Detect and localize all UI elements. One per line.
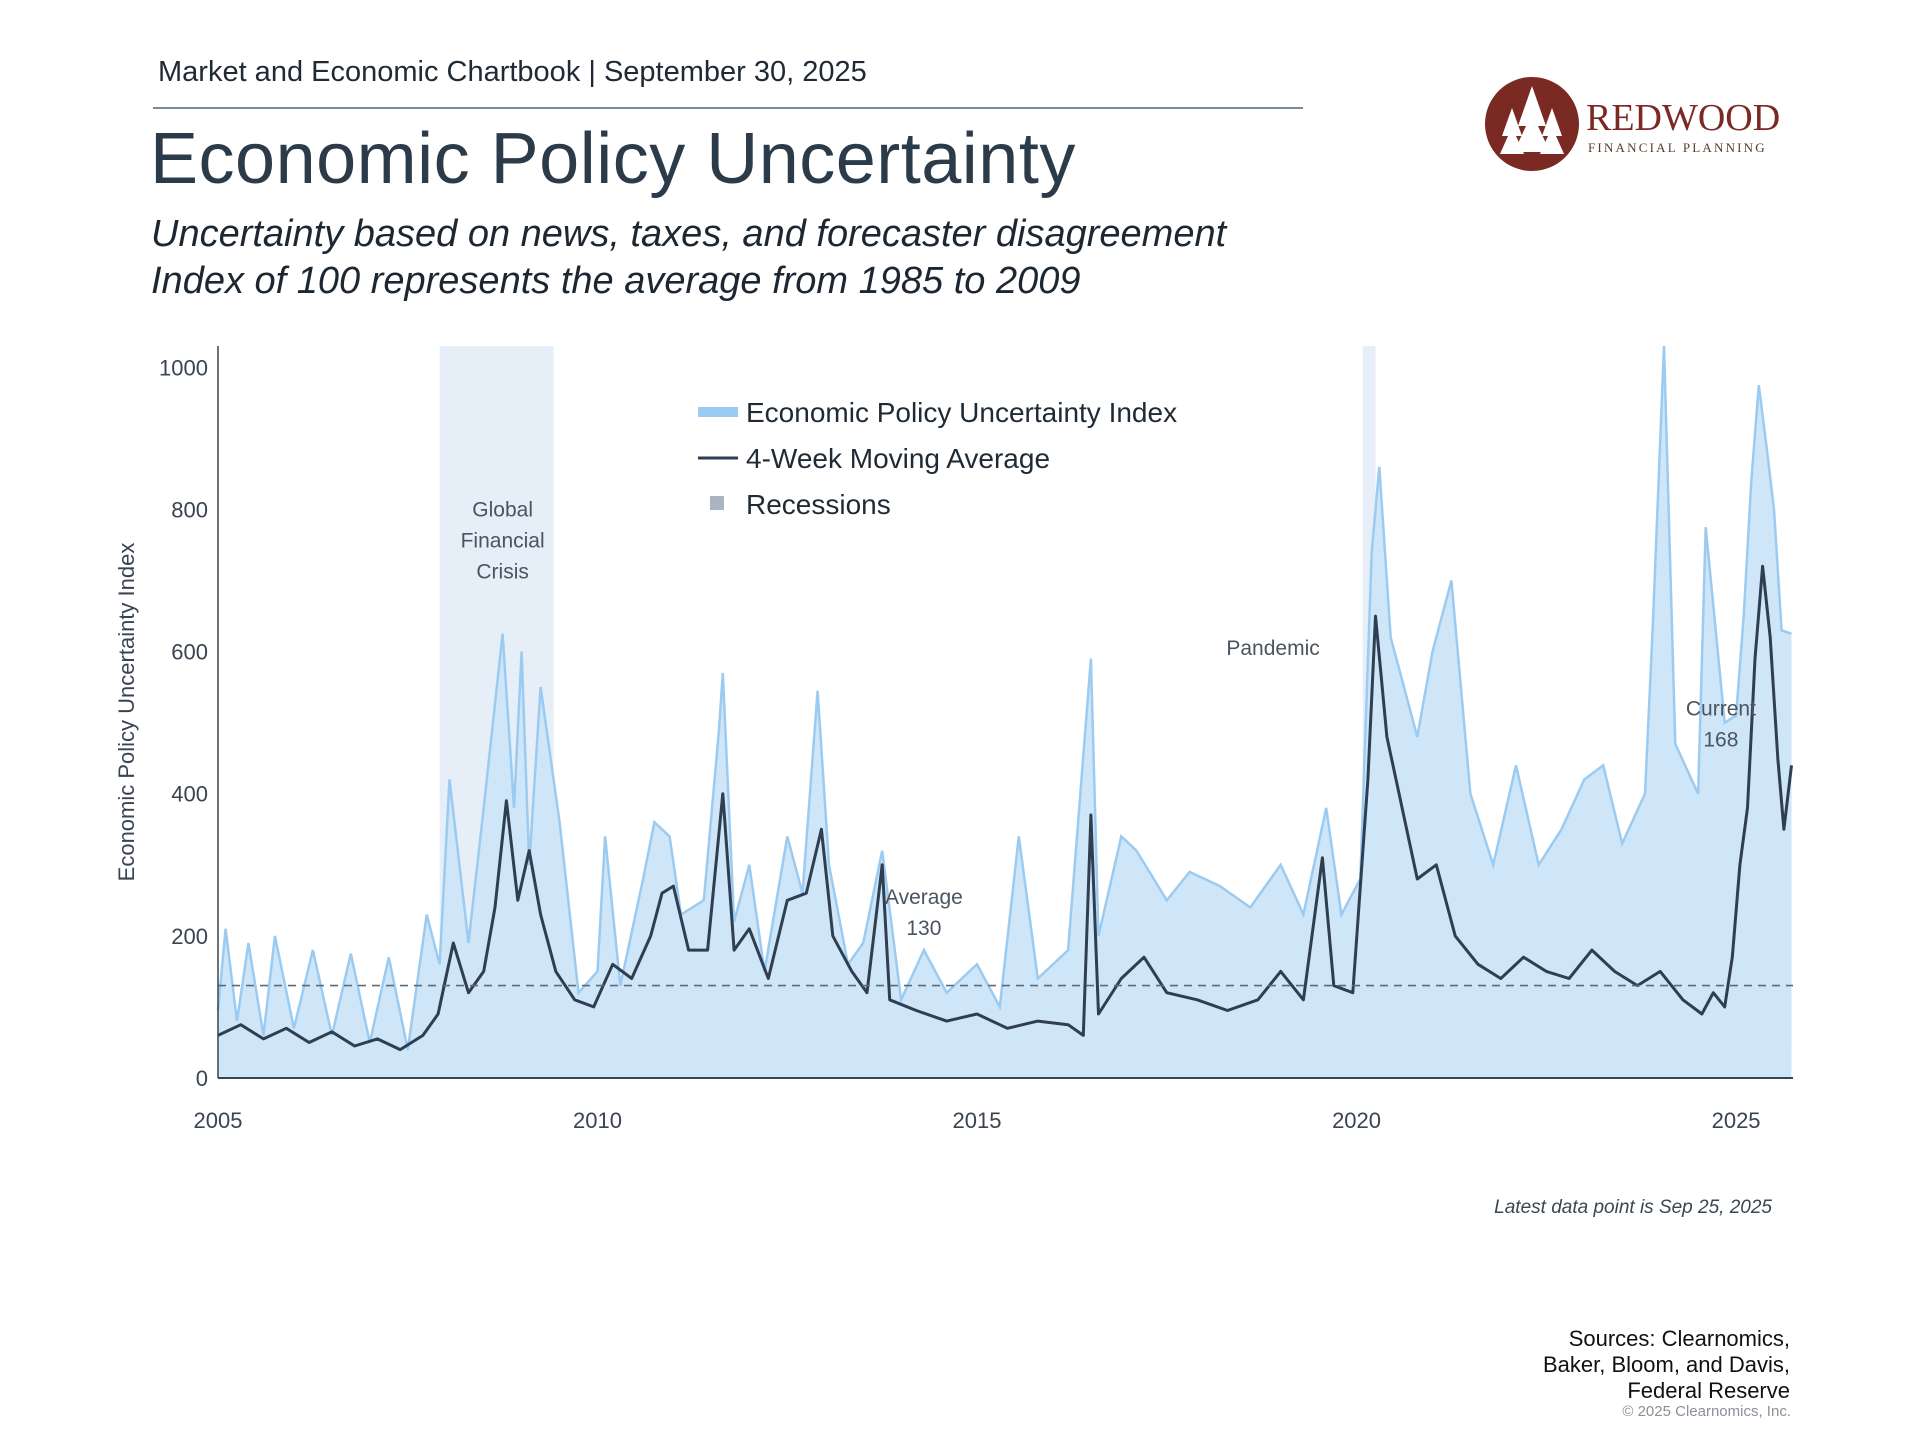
y-tick-label-600: 600 bbox=[171, 640, 208, 665]
legend-entry-1: Economic Policy Uncertainty Index bbox=[746, 397, 1177, 428]
annotations: Global Financial Crisis Pandemic Current 168 A… bbox=[461, 499, 1756, 940]
tree-icon bbox=[1500, 86, 1564, 154]
sources-line-2: Baker, Bloom, and Davis, bbox=[1542, 1352, 1790, 1377]
annotation-4: Average 130 bbox=[885, 886, 963, 940]
chartbook-header: Market and Economic Chartbook | Septembe… bbox=[158, 56, 867, 88]
subtitle-line-2: Index of 100 represents the average from… bbox=[151, 260, 1081, 302]
annotation-1: Global Financial Crisis bbox=[461, 499, 545, 584]
subtitle-line-1: Uncertainty based on news, taxes, and fo… bbox=[151, 213, 1227, 255]
legend-swatch-index bbox=[698, 407, 738, 417]
x-tick-label-2010: 2010 bbox=[573, 1108, 622, 1133]
index-area-fill bbox=[218, 346, 1792, 1078]
annotation-3: Current 168 bbox=[1686, 698, 1756, 752]
moving-average-line-group bbox=[217, 564, 1793, 1052]
x-tick-label-2020: 2020 bbox=[1332, 1108, 1381, 1133]
y-tick-label-400: 400 bbox=[171, 782, 208, 807]
chart: 0 200 400 600 800 1000 2005 2010 2015 2020 2025 Eco… bbox=[114, 345, 1793, 1133]
logo-name: REDWOOD bbox=[1586, 97, 1780, 139]
x-tick-label-2005: 2005 bbox=[194, 1108, 243, 1133]
axes: 0 200 400 600 800 1000 2005 2010 2015 2020 2025 Eco… bbox=[114, 346, 1793, 1133]
copyright-note: © 2025 Clearnomics, Inc. bbox=[1622, 1403, 1791, 1420]
redwood-logo: REDWOOD FINANCIAL PLANNING bbox=[1485, 77, 1780, 171]
index-line bbox=[216, 345, 1792, 1050]
legend-entry-2: 4-Week Moving Average bbox=[746, 443, 1050, 474]
y-axis-title: Economic Policy Uncertainty Index bbox=[114, 543, 139, 882]
sources-note: Sources: Clearnomics, Baker, Bloom, and … bbox=[1543, 1326, 1790, 1404]
index-area bbox=[216, 345, 1792, 1078]
latest-data-note: Latest data point is Sep 25, 2025 bbox=[1494, 1197, 1772, 1218]
header-divider bbox=[153, 107, 1303, 109]
y-tick-label-200: 200 bbox=[171, 924, 208, 949]
annotation-2: Pandemic bbox=[1226, 637, 1319, 660]
logo-tagline: FINANCIAL PLANNING bbox=[1588, 140, 1767, 155]
page-title: Economic Policy Uncertainty bbox=[150, 119, 1076, 199]
sources-line-3: Federal Reserve bbox=[1627, 1378, 1790, 1403]
y-tick-label-1000: 1000 bbox=[159, 355, 208, 380]
legend-entry-3: Recessions bbox=[746, 489, 891, 520]
moving-average-line bbox=[217, 564, 1793, 1052]
x-tick-label-2025: 2025 bbox=[1712, 1108, 1761, 1133]
x-tick-label-2015: 2015 bbox=[953, 1108, 1002, 1133]
y-tick-label-800: 800 bbox=[171, 497, 208, 522]
legend-swatch-recessions bbox=[710, 496, 724, 510]
legend: Economic Policy Uncertainty Index 4-Week … bbox=[698, 397, 1177, 520]
sources-line-1: Sources: Clearnomics, bbox=[1568, 1326, 1790, 1351]
y-tick-label-0: 0 bbox=[196, 1066, 208, 1091]
